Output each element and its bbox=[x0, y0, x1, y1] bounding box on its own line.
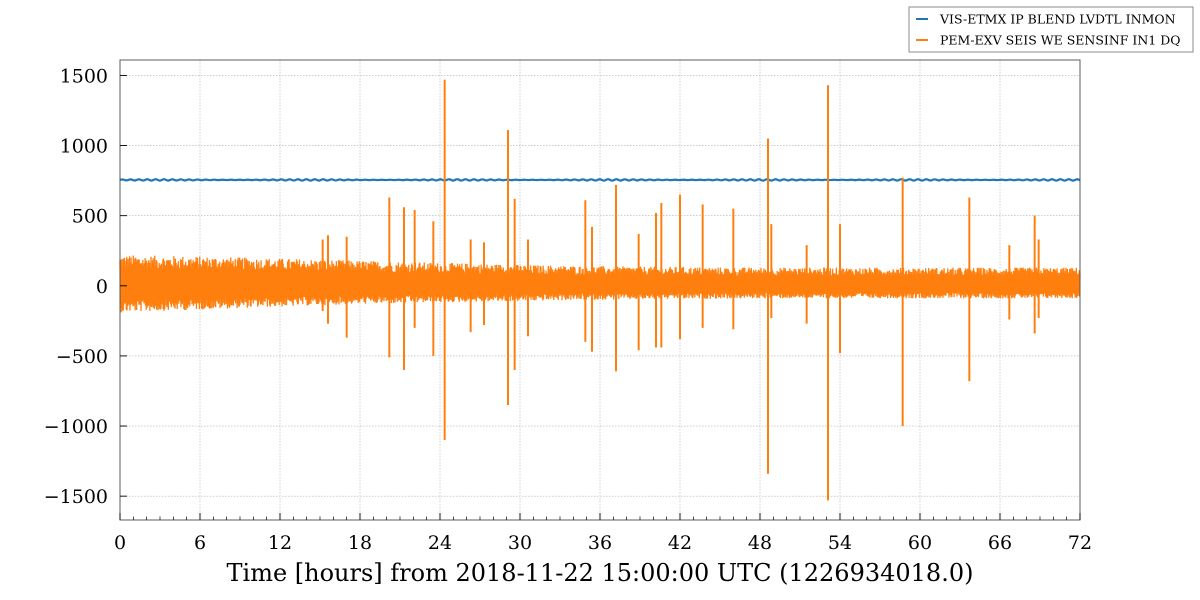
x-tick-label: 30 bbox=[508, 532, 532, 554]
legend: VIS-ETMX IP BLEND LVDTL INMON PEM-EXV SEI… bbox=[908, 6, 1194, 53]
series-vis-etmx bbox=[119, 178, 1081, 182]
y-tick-label: −1000 bbox=[44, 416, 108, 438]
plot-area bbox=[119, 79, 1081, 501]
x-tick-label: 24 bbox=[428, 532, 452, 554]
x-tick-label: 66 bbox=[988, 532, 1012, 554]
y-tick-label: −500 bbox=[56, 346, 108, 368]
x-axis-label: Time [hours] from 2018-11-22 15:00:00 UT… bbox=[227, 559, 974, 587]
legend-entry: PEM-EXV SEIS WE SENSINF IN1 DQ bbox=[940, 33, 1180, 48]
legend-entry: VIS-ETMX IP BLEND LVDTL INMON bbox=[939, 12, 1176, 27]
axis-ticks: 0 6 12 18 24 30 36 42 48 54 60 66 72 −1500 −1000 −500 0 5… bbox=[44, 65, 1092, 554]
x-tick-label: 42 bbox=[668, 532, 692, 554]
x-tick-label: 18 bbox=[348, 532, 372, 554]
y-tick-label: 0 bbox=[96, 276, 108, 298]
x-tick-label: 54 bbox=[828, 532, 852, 554]
x-tick-label: 60 bbox=[908, 532, 932, 554]
y-tick-label: −1500 bbox=[44, 486, 108, 508]
y-tick-label: 500 bbox=[72, 206, 108, 228]
series-pem-exv-noise bbox=[119, 255, 1081, 313]
y-tick-label: 1500 bbox=[60, 65, 108, 87]
x-tick-label: 0 bbox=[114, 532, 126, 554]
x-tick-label: 48 bbox=[748, 532, 772, 554]
x-tick-label: 12 bbox=[268, 532, 292, 554]
x-tick-label: 6 bbox=[194, 532, 206, 554]
legend-box bbox=[908, 6, 1194, 53]
x-tick-label: 72 bbox=[1068, 532, 1092, 554]
y-tick-label: 1000 bbox=[60, 136, 108, 158]
x-tick-label: 36 bbox=[588, 532, 612, 554]
